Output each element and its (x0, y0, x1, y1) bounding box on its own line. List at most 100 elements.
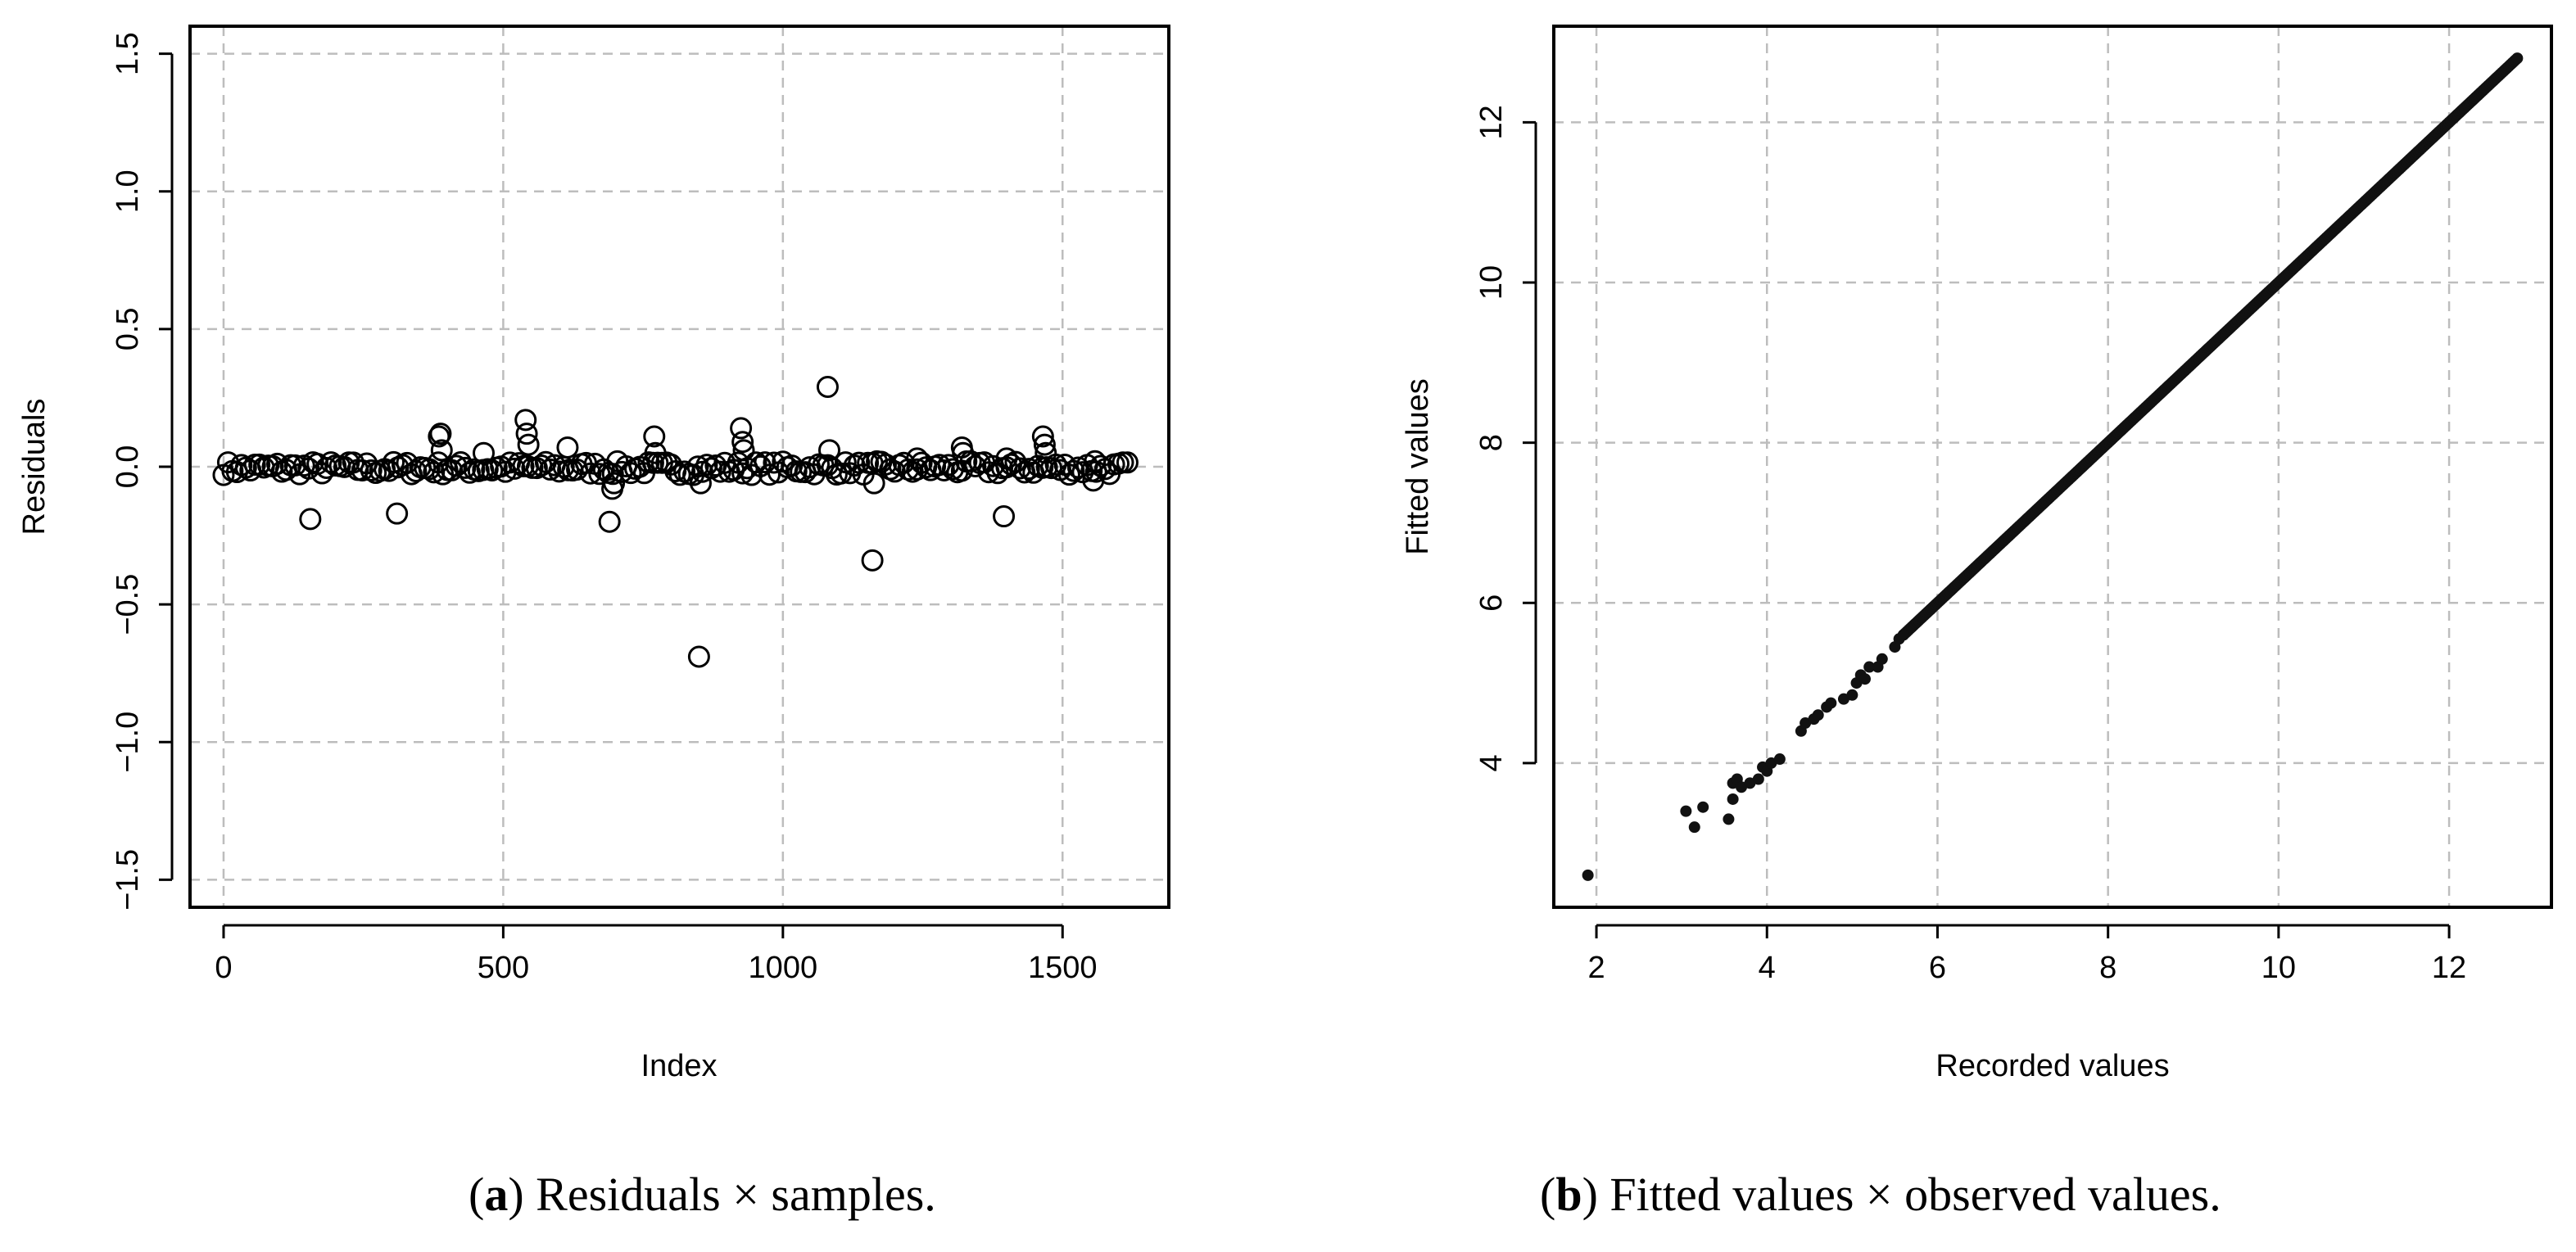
fitted-point (2511, 52, 2524, 65)
residual-outlier-point (995, 447, 1018, 470)
residual-point (292, 454, 315, 477)
panel-b-x-tick-label: 2 (1587, 951, 1605, 985)
residual-point (941, 458, 964, 481)
residual-outlier-point (731, 431, 754, 454)
residual-outlier-point (428, 425, 450, 448)
panel-b-x-tick-label: 10 (2261, 951, 2296, 985)
panel-a-caption-text: Residuals × samples. (536, 1168, 936, 1221)
residual-point (834, 451, 857, 474)
panel-b-x-tick-label: 4 (1759, 951, 1776, 985)
residual-point (548, 460, 571, 483)
panel-a-y-tick-label: −1.0 (111, 712, 145, 773)
fitted-point (1688, 821, 1700, 834)
residual-outlier-point (643, 425, 666, 448)
residual-outlier-point (993, 505, 1016, 528)
residual-point (745, 451, 767, 474)
residual-outlier-point (1084, 450, 1107, 472)
panel-b-y-tick-label: 6 (1474, 594, 1509, 612)
panel-a-ylabel: Residuals (17, 399, 52, 536)
panel-b-grid (1554, 26, 2551, 907)
fitted-point (1897, 629, 1909, 641)
fitted-point (1680, 805, 1692, 817)
residual-outlier-point (598, 510, 621, 533)
residual-outlier-point (906, 447, 929, 470)
residual-point (848, 451, 871, 474)
residual-outlier-point (1031, 425, 1054, 448)
fitted-point (1744, 777, 1756, 789)
residual-outlier-point (1034, 441, 1057, 464)
residual-outlier-point (515, 423, 538, 445)
residual-outlier-point (473, 441, 495, 464)
residual-point (315, 456, 338, 479)
panel-b-caption-letter: b (1555, 1168, 1582, 1221)
panel-a-x-tick-label: 0 (215, 951, 232, 985)
fitted-point (1825, 697, 1837, 709)
panel-b-x-tick-label: 8 (2099, 951, 2116, 985)
panel-a-axes: 0 500 1000 1500 −1.5 −1.0 −0.5 0.0 0.5 1.0 1.5 (111, 32, 1098, 985)
panel-b-caption: (b) Fitted values × observed values. (1540, 1168, 2221, 1221)
fitted-point (1812, 709, 1824, 721)
panel-a-caption: (a) Residuals × samples. (469, 1168, 936, 1221)
panel-a-y-tick-label: −1.5 (111, 849, 145, 911)
fitted-point (1736, 781, 1748, 793)
residual-outlier-point (952, 441, 975, 464)
panel-a-y-tick-label: 0.0 (111, 445, 145, 489)
residual-outlier-point (514, 409, 537, 432)
residual-outlier-point (862, 472, 885, 495)
residual-outlier-point (644, 441, 667, 464)
panel-b-marks (1582, 52, 2524, 881)
panel-a-y-tick-label: 1.5 (111, 32, 145, 75)
panel-a-plot-frame (188, 25, 1170, 909)
fitted-point (1800, 717, 1812, 730)
panel-b-y-tick-label: 4 (1474, 754, 1509, 771)
residual-outlier-point (603, 472, 626, 495)
residual-outlier-point (430, 439, 453, 462)
residual-point (579, 462, 602, 485)
residual-outlier-point (1033, 433, 1056, 456)
panel-a-residuals: 0 500 1000 1500 −1.5 −1.0 −0.5 0.0 0.5 1.0 1.5 Ind… (17, 25, 1170, 1221)
residual-outlier-point (517, 433, 540, 456)
panel-a-x-tick-label: 1500 (1028, 951, 1098, 985)
fitted-point (1752, 773, 1764, 785)
fitted-point (1582, 869, 1594, 881)
panel-b-axes: 2 4 6 8 10 12 4 6 8 10 12 (1474, 105, 2466, 985)
residual-outlier-point (816, 375, 839, 398)
residual-point (932, 459, 955, 481)
residual-point (906, 458, 929, 481)
fitted-point (1876, 653, 1888, 665)
residual-point (763, 451, 785, 474)
residual-point (686, 455, 709, 478)
panel-b-caption-text: Fitted values × observed values. (1609, 1168, 2221, 1221)
fitted-point (1846, 689, 1858, 701)
residual-point (539, 458, 562, 481)
fitted-point (1765, 757, 1777, 769)
fitted-point (1837, 693, 1849, 705)
panel-b-fitted-vs-observed: 2 4 6 8 10 12 4 6 8 10 12 Recorded values Fitted v… (1401, 25, 2553, 1221)
residual-point (383, 450, 405, 473)
residual-outlier-point (689, 472, 712, 495)
residual-outlier-point (818, 439, 841, 462)
residual-outlier-point (861, 549, 884, 572)
residual-point (503, 457, 526, 480)
fitted-point (1773, 753, 1786, 766)
fitted-point (1863, 661, 1876, 673)
panel-a-y-tick-label: 0.5 (111, 307, 145, 350)
panel-a-marks (212, 375, 1139, 668)
panel-b-x-tick-label: 6 (1929, 951, 1946, 985)
panel-b-ylabel: Fitted values (1401, 378, 1435, 554)
residual-outlier-point (687, 645, 710, 668)
panel-a-caption-letter: a (484, 1168, 508, 1221)
residual-outlier-point (556, 436, 579, 459)
panel-b-y-tick-label: 10 (1474, 265, 1509, 300)
residual-outlier-point (386, 502, 409, 525)
panel-b-x-tick-label: 12 (2432, 951, 2466, 985)
panel-a-y-tick-label: 1.0 (111, 169, 145, 213)
panel-a-x-tick-label: 500 (478, 951, 529, 985)
panel-b-y-tick-label: 12 (1474, 105, 1509, 139)
panel-b-y-tick-label: 8 (1474, 434, 1509, 451)
panel-a-x-tick-label: 1000 (749, 951, 818, 985)
fitted-point (1858, 673, 1871, 685)
residual-point (454, 456, 477, 479)
residual-point (601, 463, 624, 486)
